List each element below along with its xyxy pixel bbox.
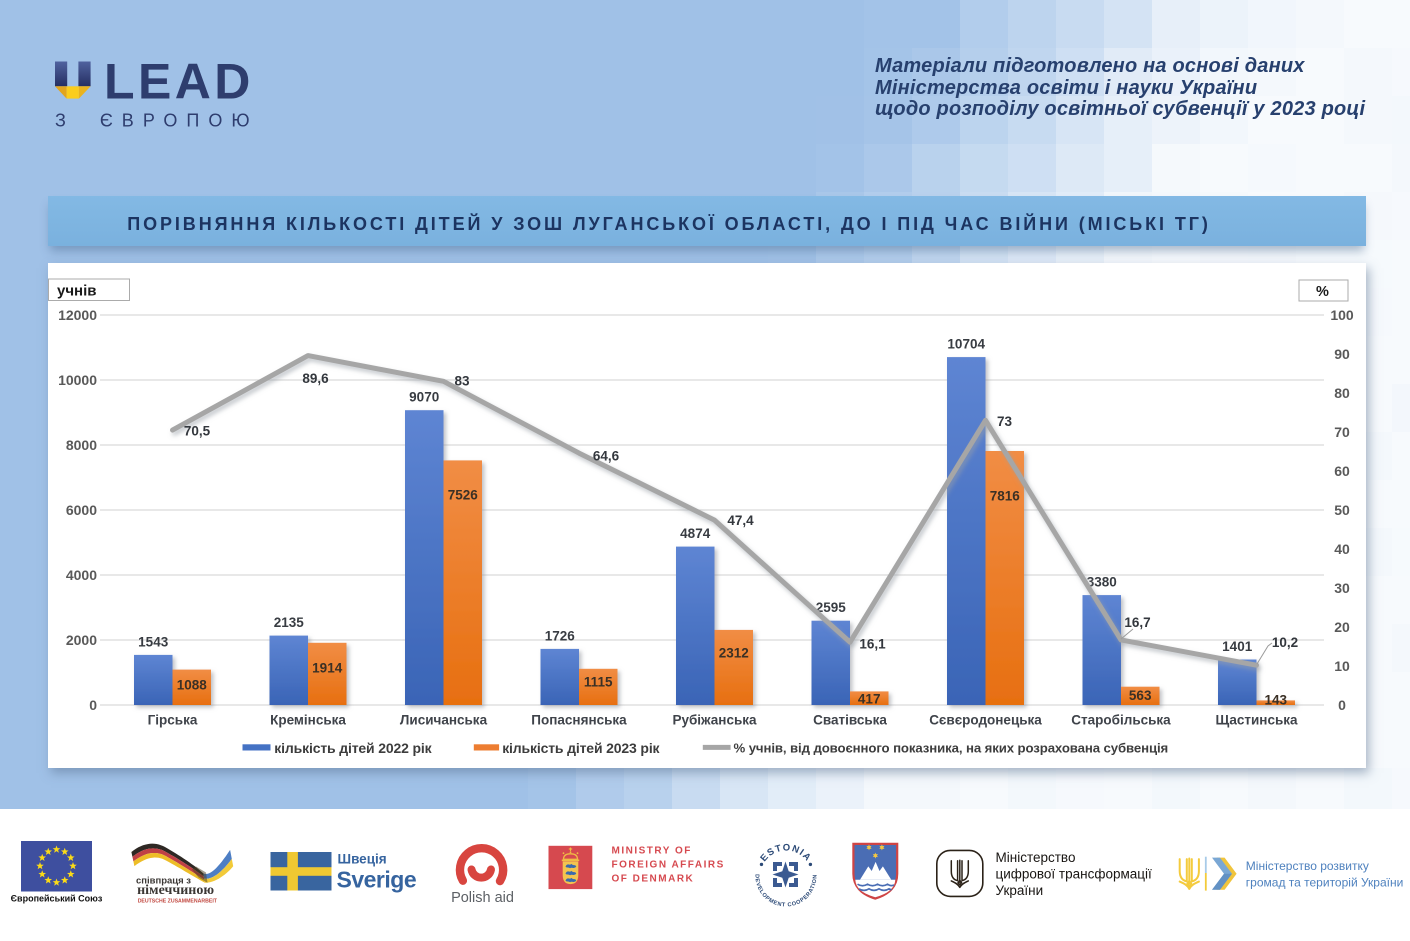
svg-text:90: 90 (1334, 346, 1350, 362)
svg-text:2595: 2595 (816, 600, 847, 615)
svg-text:DEUTSCHE ZUSAMMENARBEIT: DEUTSCHE ZUSAMMENARBEIT (138, 899, 218, 905)
svg-text:Polish aid: Polish aid (451, 890, 514, 906)
svg-text:Європейський Союз: Європейський Союз (11, 894, 103, 904)
svg-text:0: 0 (1338, 697, 1346, 713)
svg-text:16,1: 16,1 (859, 637, 886, 652)
svg-text:Міністерство: Міністерство (996, 850, 1076, 865)
svg-text:Сєвєродонецька: Сєвєродонецька (929, 713, 1042, 728)
svg-text:1726: 1726 (545, 628, 576, 643)
svg-text:Попаснянська: Попаснянська (531, 713, 627, 728)
svg-text:10000: 10000 (58, 372, 97, 388)
svg-text:громад та територій України: громад та територій України (1246, 876, 1404, 890)
svg-text:1914: 1914 (312, 661, 343, 676)
svg-text:9070: 9070 (409, 390, 439, 405)
svg-text:47,4: 47,4 (727, 513, 754, 528)
svg-text:2135: 2135 (274, 615, 305, 630)
svg-text:0: 0 (89, 697, 97, 713)
svg-text:Рубіжанська: Рубіжанська (672, 713, 757, 728)
svg-text:73: 73 (997, 414, 1013, 429)
svg-text:кількість дітей 2022 рік: кількість дітей 2022 рік (274, 740, 432, 756)
svg-text:2000: 2000 (66, 632, 97, 648)
svg-text:7816: 7816 (990, 489, 1021, 504)
svg-text:LEAD: LEAD (104, 54, 254, 110)
svg-text:Сватівська: Сватівська (813, 713, 887, 728)
svg-text:143: 143 (1265, 693, 1288, 708)
svg-text:64,6: 64,6 (593, 449, 620, 464)
svg-text:1543: 1543 (138, 634, 169, 649)
svg-text:4874: 4874 (680, 526, 711, 541)
svg-text:MINISTRY OF: MINISTRY OF (612, 846, 692, 857)
svg-text:10: 10 (1334, 658, 1350, 674)
svg-text:FOREIGN AFFAIRS: FOREIGN AFFAIRS (612, 860, 725, 871)
svg-text:6000: 6000 (66, 502, 97, 518)
svg-text:Sverige: Sverige (337, 867, 417, 893)
svg-text:417: 417 (858, 692, 881, 707)
svg-text:40: 40 (1334, 541, 1350, 557)
svg-text:70,5: 70,5 (184, 424, 211, 439)
svg-text:12000: 12000 (58, 307, 97, 323)
svg-text:З ЄВРОПОЮ: З ЄВРОПОЮ (55, 111, 259, 131)
svg-text:10,2: 10,2 (1272, 635, 1298, 650)
svg-text:563: 563 (1129, 688, 1152, 703)
svg-text:1088: 1088 (177, 678, 208, 693)
svg-text:співпраця з: співпраця з (136, 876, 191, 887)
svg-text:30: 30 (1334, 580, 1350, 596)
svg-text:2312: 2312 (719, 646, 749, 661)
svg-text:4000: 4000 (66, 567, 97, 583)
svg-text:Гірська: Гірська (148, 713, 198, 728)
svg-text:10704: 10704 (947, 337, 985, 352)
svg-text:70: 70 (1334, 424, 1350, 440)
svg-text:Кремінська: Кремінська (270, 713, 346, 728)
svg-text:% учнів, від довоєнного показн: % учнів, від довоєнного показника, на як… (734, 740, 1169, 755)
svg-text:60: 60 (1334, 463, 1350, 479)
svg-text:цифрової трансформації: цифрової трансформації (996, 867, 1152, 882)
svg-text:німеччиною: німеччиною (137, 883, 214, 898)
svg-text:100: 100 (1330, 307, 1354, 323)
svg-text:учнів: учнів (57, 283, 97, 300)
svg-text:80: 80 (1334, 385, 1350, 401)
svg-text:1401: 1401 (1222, 639, 1253, 654)
svg-text:3380: 3380 (1087, 575, 1117, 590)
svg-text:України: України (996, 883, 1044, 898)
svg-text:8000: 8000 (66, 437, 97, 453)
svg-text:Лисичанська: Лисичанська (400, 713, 488, 728)
svg-text:OF DENMARK: OF DENMARK (612, 874, 695, 885)
svg-text:83: 83 (454, 374, 470, 389)
svg-text:%: % (1316, 284, 1329, 300)
svg-text:16,7: 16,7 (1124, 615, 1150, 630)
svg-text:Швеція: Швеція (338, 852, 387, 867)
svg-text:кількість дітей 2023 рік: кількість дітей 2023 рік (502, 740, 660, 756)
svg-text:50: 50 (1334, 502, 1350, 518)
svg-text:Старобільська: Старобільська (1071, 713, 1171, 728)
svg-text:7526: 7526 (448, 488, 479, 503)
svg-text:Міністерство розвитку: Міністерство розвитку (1246, 859, 1369, 873)
svg-text:ESTONIA: ESTONIA (758, 842, 813, 864)
svg-text:1115: 1115 (584, 675, 613, 690)
svg-text:20: 20 (1334, 619, 1350, 635)
svg-text:Щастинська: Щастинська (1215, 713, 1298, 728)
svg-text:89,6: 89,6 (302, 371, 329, 386)
